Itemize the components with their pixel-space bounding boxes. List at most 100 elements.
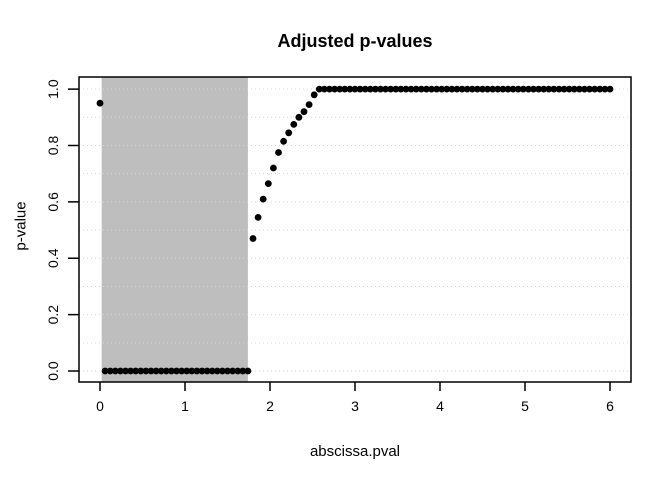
data-point bbox=[259, 195, 267, 203]
data-point bbox=[545, 85, 553, 93]
data-point bbox=[305, 101, 313, 108]
data-point bbox=[581, 85, 588, 93]
data-point bbox=[453, 85, 461, 93]
data-point bbox=[280, 137, 287, 145]
data-point bbox=[525, 85, 532, 93]
data-point bbox=[458, 85, 466, 93]
data-point bbox=[157, 367, 165, 375]
data-point bbox=[412, 85, 420, 93]
x-tick-label: 1 bbox=[181, 398, 189, 414]
data-point bbox=[366, 85, 374, 93]
chart-title: Adjusted p-values bbox=[277, 31, 433, 51]
data-point bbox=[183, 367, 191, 375]
x-tick-label: 2 bbox=[266, 398, 274, 414]
data-point bbox=[591, 85, 599, 93]
data-point bbox=[310, 91, 318, 99]
data-point bbox=[407, 85, 415, 93]
data-point bbox=[249, 235, 257, 242]
data-point bbox=[321, 85, 328, 93]
data-point bbox=[423, 85, 430, 93]
data-point bbox=[219, 367, 226, 375]
data-point bbox=[127, 367, 134, 375]
data-point bbox=[560, 85, 568, 93]
data-point bbox=[137, 367, 145, 375]
data-point bbox=[489, 85, 497, 93]
data-point bbox=[270, 164, 277, 172]
shaded-significance-region bbox=[101, 77, 248, 382]
data-point bbox=[377, 85, 384, 93]
data-point bbox=[147, 367, 155, 375]
data-point bbox=[224, 367, 231, 375]
data-point bbox=[264, 180, 272, 188]
data-point bbox=[285, 129, 293, 137]
data-point bbox=[254, 214, 262, 221]
data-point bbox=[433, 85, 440, 93]
x-tick-label: 0 bbox=[96, 398, 104, 414]
data-point bbox=[178, 367, 186, 375]
data-point bbox=[417, 85, 425, 93]
x-tick-label: 5 bbox=[521, 398, 529, 414]
data-point bbox=[106, 367, 114, 375]
data-point bbox=[351, 85, 359, 93]
data-point bbox=[300, 108, 308, 116]
data-point bbox=[152, 367, 160, 375]
data-point bbox=[586, 85, 593, 93]
data-point bbox=[382, 85, 389, 93]
data-point bbox=[244, 367, 252, 375]
data-point bbox=[402, 85, 410, 93]
data-point bbox=[601, 85, 609, 93]
data-point bbox=[596, 85, 604, 93]
y-tick-label: 1.0 bbox=[45, 79, 61, 99]
y-tick-label: 0.6 bbox=[45, 192, 61, 212]
data-point bbox=[550, 85, 558, 93]
data-point bbox=[295, 113, 303, 121]
data-point bbox=[565, 85, 573, 93]
data-point bbox=[392, 85, 400, 93]
data-point bbox=[479, 85, 486, 93]
data-point bbox=[397, 85, 405, 93]
data-point bbox=[509, 85, 517, 93]
data-point bbox=[203, 367, 211, 375]
data-point bbox=[468, 85, 476, 93]
data-point bbox=[239, 367, 247, 375]
data-point bbox=[361, 85, 369, 93]
x-tick-label: 4 bbox=[436, 398, 444, 414]
data-point bbox=[208, 367, 216, 375]
data-point bbox=[428, 85, 435, 93]
data-point bbox=[448, 85, 456, 93]
data-point bbox=[168, 367, 175, 375]
data-point bbox=[443, 85, 451, 93]
data-point bbox=[540, 85, 548, 93]
data-point bbox=[356, 85, 364, 93]
data-points bbox=[96, 85, 614, 375]
data-point bbox=[474, 85, 481, 93]
data-point bbox=[535, 85, 542, 93]
y-axis-label: p-value bbox=[12, 201, 30, 251]
data-point bbox=[514, 85, 522, 93]
data-point bbox=[530, 85, 537, 93]
data-point bbox=[504, 85, 512, 93]
x-axis-label: abscissa.pval bbox=[309, 443, 401, 460]
data-point bbox=[122, 367, 129, 375]
data-point bbox=[570, 85, 578, 93]
data-point bbox=[336, 85, 344, 93]
y-tick-label: 0.2 bbox=[45, 305, 61, 325]
gridlines bbox=[79, 88, 631, 372]
data-point bbox=[499, 85, 507, 93]
data-point bbox=[576, 85, 583, 93]
y-tick-label: 0.8 bbox=[45, 136, 61, 156]
data-point bbox=[315, 85, 323, 93]
data-point bbox=[229, 367, 237, 375]
data-point bbox=[142, 367, 150, 375]
data-point bbox=[290, 121, 298, 128]
x-tick-label: 6 bbox=[606, 398, 614, 414]
data-point bbox=[101, 367, 109, 375]
data-point bbox=[606, 85, 614, 93]
data-point bbox=[484, 85, 491, 93]
data-point bbox=[188, 367, 196, 375]
data-point bbox=[555, 85, 563, 93]
x-axis-ticks: 0 1 2 3 4 5 6 bbox=[96, 382, 614, 414]
data-point bbox=[438, 85, 446, 93]
x-tick-label: 3 bbox=[351, 398, 359, 414]
